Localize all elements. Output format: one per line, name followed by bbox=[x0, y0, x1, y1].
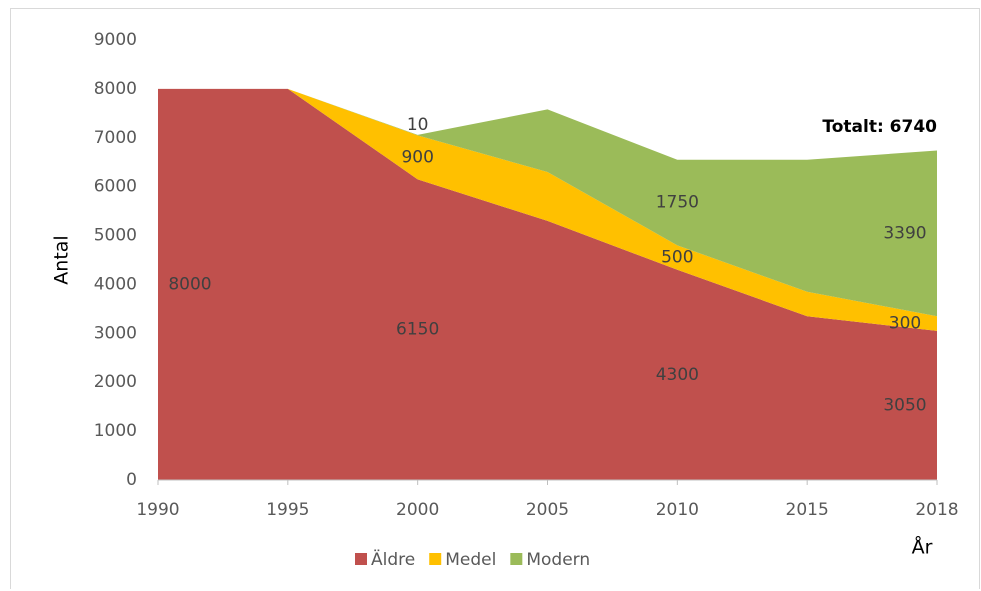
legend-label: Medel bbox=[445, 550, 496, 570]
x-tick-label: 1995 bbox=[266, 500, 309, 520]
data-label: 300 bbox=[889, 314, 921, 334]
data-label: 4300 bbox=[656, 365, 699, 385]
area bbox=[158, 88, 937, 317]
legend-label: Äldre bbox=[371, 549, 415, 570]
data-label: 10 bbox=[407, 115, 429, 135]
legend-swatch bbox=[510, 553, 523, 565]
y-tick-label: 1000 bbox=[94, 421, 137, 441]
y-tick-label: 6000 bbox=[94, 177, 137, 197]
y-axis-label: Antal bbox=[51, 235, 73, 284]
y-tick-label: 0 bbox=[126, 470, 137, 490]
chart-frame bbox=[10, 8, 980, 589]
x-tick-label: 2010 bbox=[656, 500, 699, 520]
area bbox=[158, 88, 937, 331]
data-label: 8000 bbox=[168, 274, 211, 294]
y-tick-label: 4000 bbox=[94, 274, 137, 294]
y-tick-label: 7000 bbox=[94, 128, 137, 148]
y-tick-label: 8000 bbox=[94, 79, 137, 99]
x-tick-label: 2005 bbox=[526, 500, 569, 520]
data-label: 3050 bbox=[883, 395, 926, 415]
data-label: 500 bbox=[661, 248, 693, 268]
x-tick-label: 1990 bbox=[136, 500, 179, 520]
data-label: 3390 bbox=[883, 223, 926, 243]
x-axis-label: År bbox=[912, 536, 933, 559]
area bbox=[158, 88, 937, 480]
legend-swatch bbox=[355, 553, 367, 565]
data-label: 6150 bbox=[396, 320, 439, 340]
x-tick-label: 2018 bbox=[915, 500, 958, 520]
y-tick-label: 3000 bbox=[94, 323, 137, 343]
data-label: 1750 bbox=[656, 193, 699, 213]
y-tick-label: 9000 bbox=[94, 30, 137, 50]
legend-swatch bbox=[429, 553, 442, 565]
x-tick-label: 2015 bbox=[786, 500, 829, 520]
data-label: 900 bbox=[401, 147, 433, 167]
y-tick-label: 5000 bbox=[94, 226, 137, 246]
y-tick-label: 2000 bbox=[94, 372, 137, 392]
total-annotation: Totalt: 6740 bbox=[822, 117, 937, 137]
x-tick-label: 2000 bbox=[396, 500, 439, 520]
legend-label: Modern bbox=[526, 550, 590, 570]
